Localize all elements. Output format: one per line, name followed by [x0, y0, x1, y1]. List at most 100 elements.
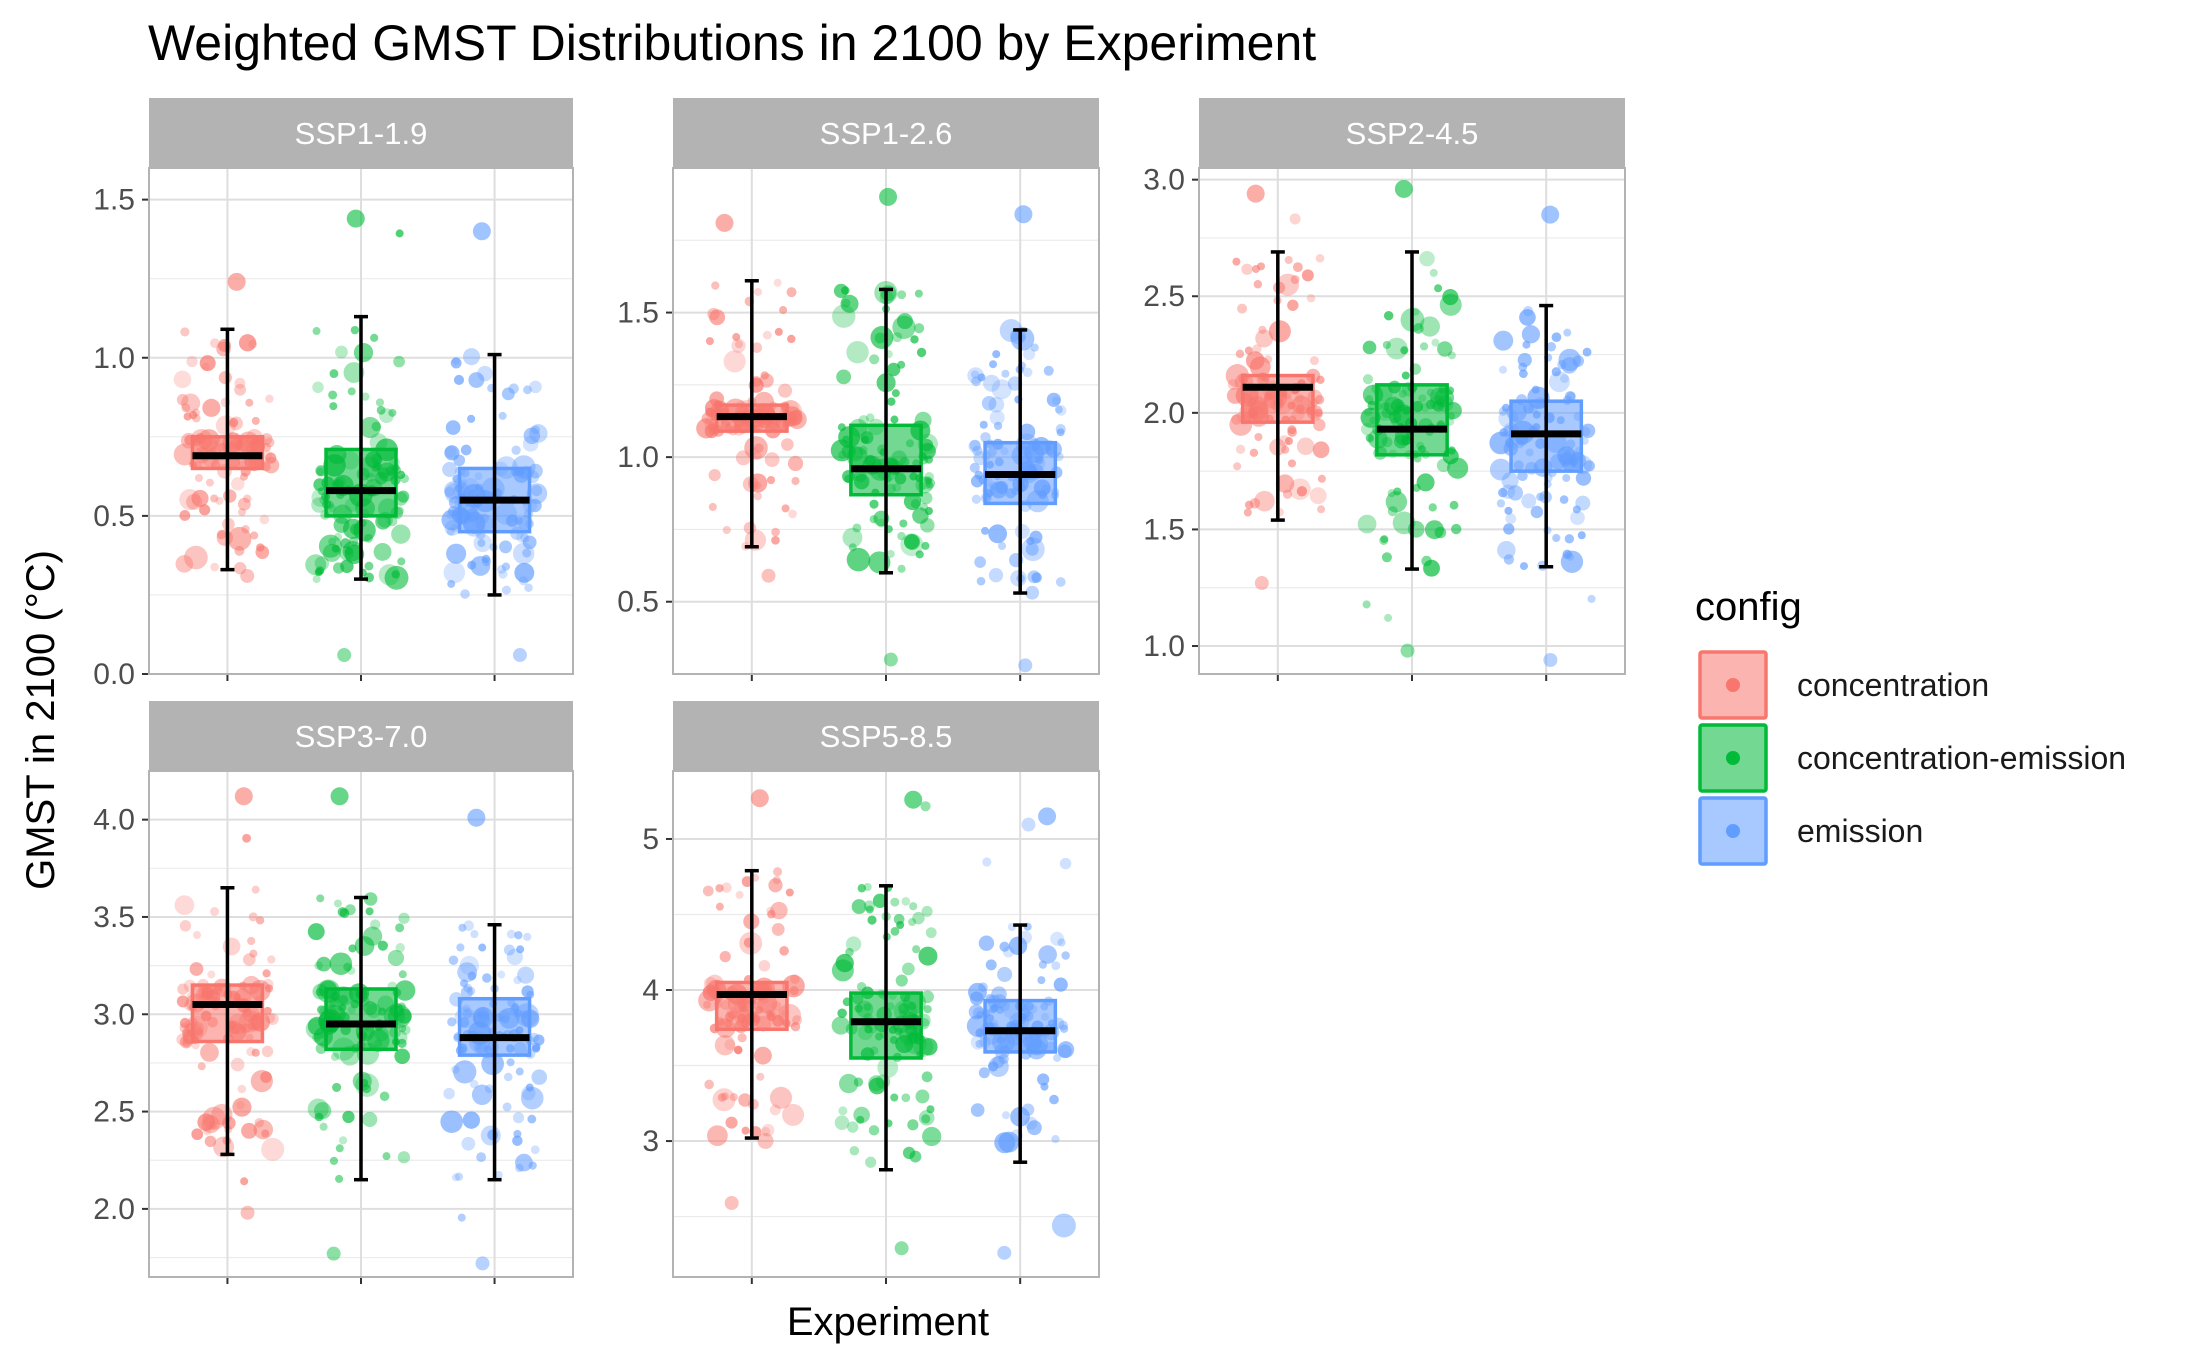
data-point: [838, 1073, 859, 1094]
data-point: [1014, 524, 1030, 539]
facet-strip: [673, 98, 1099, 168]
data-point: [199, 355, 216, 372]
data-point: [176, 995, 189, 1008]
data-point: [342, 1110, 355, 1124]
series-concentration: [174, 787, 285, 1220]
data-point: [481, 1052, 504, 1076]
data-point: [1233, 462, 1242, 471]
data-point: [1519, 562, 1528, 571]
data-point: [467, 414, 476, 423]
data-point: [771, 527, 780, 537]
data-point: [970, 370, 980, 379]
data-point: [1231, 414, 1242, 425]
data-point: [920, 518, 935, 533]
data-point: [925, 927, 937, 939]
series-emission: [966, 807, 1076, 1260]
data-point: [1437, 341, 1453, 357]
data-point: [395, 943, 405, 953]
data-point-min: [326, 1246, 341, 1261]
data-point: [518, 576, 529, 586]
data-point: [173, 370, 192, 389]
data-point: [332, 1082, 342, 1092]
data-point: [312, 327, 321, 336]
data-point: [779, 946, 789, 956]
data-point: [922, 1126, 942, 1147]
data-point: [853, 1077, 864, 1087]
facet-strip-label: SSP3-7.0: [295, 719, 428, 754]
data-point: [904, 533, 921, 550]
data-point: [397, 557, 406, 566]
data-point: [865, 1156, 877, 1168]
data-point: [1001, 369, 1010, 378]
data-point: [708, 468, 721, 482]
series-concentration-emission: [305, 209, 411, 663]
data-point: [387, 516, 398, 527]
data-point: [719, 951, 731, 963]
data-point: [886, 549, 895, 558]
data-point: [1365, 433, 1374, 442]
data-point: [473, 533, 492, 553]
data-point: [1001, 1111, 1010, 1120]
series-concentration: [173, 272, 280, 583]
data-point: [841, 286, 850, 295]
data-point: [971, 376, 982, 387]
data-point: [786, 287, 797, 298]
data-point: [918, 1109, 935, 1126]
data-point: [704, 1079, 714, 1090]
data-point: [978, 1067, 990, 1079]
data-point-min: [894, 1241, 909, 1256]
data-point: [466, 986, 476, 996]
data-point: [919, 443, 936, 460]
data-point: [256, 543, 265, 552]
data-point: [1023, 348, 1036, 361]
data-point: [789, 985, 799, 996]
data-point: [1249, 448, 1259, 458]
data-point: [1289, 213, 1301, 225]
data-point: [1582, 347, 1592, 357]
data-point: [448, 955, 459, 966]
data-point: [181, 393, 201, 413]
data-point: [194, 473, 203, 482]
data-point: [886, 362, 901, 377]
data-point: [339, 908, 350, 918]
y-tick-label: 0.0: [93, 658, 135, 691]
data-point: [1237, 303, 1248, 314]
y-tick-label: 0.5: [617, 586, 659, 619]
data-point: [788, 509, 797, 519]
y-tick-label: 1.5: [1143, 513, 1185, 546]
data-point: [1040, 1082, 1049, 1091]
data-point: [1054, 405, 1063, 414]
data-point: [333, 899, 342, 908]
data-point: [179, 1017, 191, 1029]
data-point-max: [750, 789, 769, 808]
data-point: [925, 482, 934, 491]
legend: config concentration concentration-emissi…: [1695, 585, 2126, 866]
data-point: [729, 1092, 738, 1102]
data-point: [846, 547, 871, 572]
data-point: [522, 535, 537, 550]
data-point: [1431, 338, 1440, 347]
data-point: [999, 941, 1010, 952]
data-point-min: [1018, 658, 1033, 673]
data-point: [314, 1112, 324, 1122]
legend-key-point: [1726, 824, 1740, 838]
data-point: [872, 893, 888, 908]
data-point: [254, 1118, 265, 1128]
data-point: [732, 333, 741, 342]
data-point: [920, 1038, 938, 1056]
data-point: [1563, 328, 1572, 337]
data-point: [1292, 262, 1303, 273]
data-point-min: [1543, 653, 1558, 668]
data-point: [264, 437, 275, 448]
data-point: [216, 530, 227, 540]
facet-strip: [149, 701, 573, 771]
data-point: [450, 357, 462, 369]
data-point: [972, 445, 983, 456]
data-point: [387, 949, 405, 967]
data-point: [997, 966, 1013, 982]
data-point: [1057, 938, 1066, 947]
data-point-min: [997, 1245, 1012, 1260]
data-point: [191, 1041, 200, 1050]
data-point: [205, 478, 214, 487]
